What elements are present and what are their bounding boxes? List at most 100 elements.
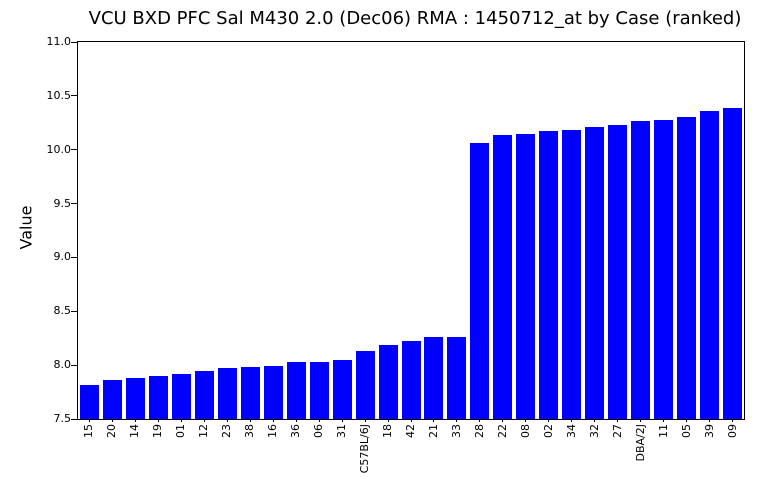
bar: [171, 373, 191, 419]
x-tick-mark: [272, 419, 274, 422]
bar: [378, 344, 398, 419]
bar: [240, 367, 260, 419]
x-tick-mark: [433, 419, 435, 422]
x-tick-label: 01: [174, 424, 188, 438]
x-tick-label: 14: [128, 424, 142, 438]
x-tick-mark: [387, 419, 389, 422]
bar: [562, 130, 582, 419]
x-tick-label: 12: [197, 424, 211, 438]
bar: [700, 110, 720, 419]
y-tick-label: 9.0: [53, 250, 72, 264]
x-tick-mark: [180, 419, 182, 422]
y-tick-mark: [71, 95, 77, 97]
x-tick-mark: [571, 419, 573, 422]
x-tick-mark: [134, 419, 136, 422]
x-tick-mark: [709, 419, 711, 422]
x-tick-label: 11: [656, 424, 670, 438]
bar: [148, 375, 168, 419]
y-tick-mark: [71, 256, 77, 258]
x-tick-mark: [111, 419, 113, 422]
bar: [608, 124, 628, 419]
bar: [286, 361, 306, 419]
x-tick-mark: [88, 419, 90, 422]
x-tick-mark: [640, 419, 642, 422]
x-tick-mark: [295, 419, 297, 422]
x-tick-label: DBA/2J: [633, 424, 647, 462]
x-tick-mark: [226, 419, 228, 422]
x-tick-mark: [663, 419, 665, 422]
x-tick-mark: [686, 419, 688, 422]
x-tick-label: 16: [266, 424, 280, 438]
bar: [447, 337, 467, 419]
bar: [424, 337, 444, 419]
x-tick-mark: [502, 419, 504, 422]
y-tick-label: 7.5: [53, 412, 72, 425]
bar: [493, 134, 513, 419]
bar: [401, 341, 421, 419]
bar: [102, 380, 122, 419]
y-tick-label: 10.5: [46, 88, 72, 102]
bar: [516, 133, 536, 419]
x-tick-mark: [203, 419, 205, 422]
x-tick-mark: [594, 419, 596, 422]
x-tick-label: 15: [82, 424, 96, 438]
x-tick-mark: [479, 419, 481, 422]
bar: [263, 366, 283, 419]
x-tick-label: 19: [151, 424, 165, 438]
bar: [631, 120, 651, 419]
x-tick-label: 28: [472, 424, 486, 438]
y-tick-mark: [71, 364, 77, 366]
y-tick-label: 8.0: [53, 358, 72, 372]
y-tick-label: 10.0: [46, 142, 72, 156]
bar: [309, 361, 329, 419]
x-tick-mark: [341, 419, 343, 422]
x-tick-mark: [318, 419, 320, 422]
bar: [470, 143, 490, 419]
x-tick-label: 20: [105, 424, 119, 438]
x-tick-mark: [364, 419, 366, 422]
bar: [539, 131, 559, 419]
x-tick-label: 02: [541, 424, 555, 438]
x-tick-label: 39: [702, 424, 716, 438]
plot-area: 7.5 8.0 8.5 9.0 9.5 10.0 10.5 11.0 15 20 14 19 01 12…: [47, 36, 745, 473]
bar: [332, 359, 352, 419]
x-tick-mark: [456, 419, 458, 422]
x-tick-label: 42: [404, 424, 417, 438]
y-tick-mark: [71, 418, 77, 420]
y-tick-mark: [71, 41, 77, 43]
x-tick-mark: [617, 419, 619, 422]
x-tick-label: 33: [449, 424, 463, 438]
x-tick-label: 34: [564, 424, 578, 438]
x-tick-label: 06: [312, 424, 326, 438]
y-tick-mark: [71, 310, 77, 312]
bar: [654, 119, 674, 419]
x-tick-label: 32: [587, 424, 601, 438]
y-tick-label: 11.0: [46, 35, 72, 48]
bar: [585, 127, 605, 419]
x-tick-label: 23: [220, 424, 234, 438]
x-tick-label: 09: [725, 424, 739, 438]
x-tick-mark: [548, 419, 550, 422]
x-tick-mark: [732, 419, 734, 422]
bar: [217, 368, 237, 419]
x-tick-label: 27: [610, 424, 624, 438]
x-tick-mark: [157, 419, 159, 422]
x-tick-label: 22: [495, 424, 509, 438]
y-tick-mark: [71, 203, 77, 205]
x-tick-label: 36: [289, 424, 303, 438]
x-tick-mark: [249, 419, 251, 422]
chart-title: VCU BXD PFC Sal M430 2.0 (Dec06) RMA : 1…: [88, 8, 742, 29]
x-tick-label: 31: [335, 424, 349, 438]
bar: [355, 351, 375, 419]
y-tick-mark: [71, 149, 77, 151]
x-tick-mark: [410, 419, 412, 422]
y-tick-label: 8.5: [53, 304, 72, 318]
bar: [723, 107, 743, 419]
bar: [677, 117, 697, 419]
x-tick-label: 38: [243, 424, 257, 438]
x-tick-mark: [525, 419, 527, 422]
bar: [79, 384, 99, 419]
bar: [194, 370, 214, 419]
x-tick-label: 08: [518, 424, 532, 438]
